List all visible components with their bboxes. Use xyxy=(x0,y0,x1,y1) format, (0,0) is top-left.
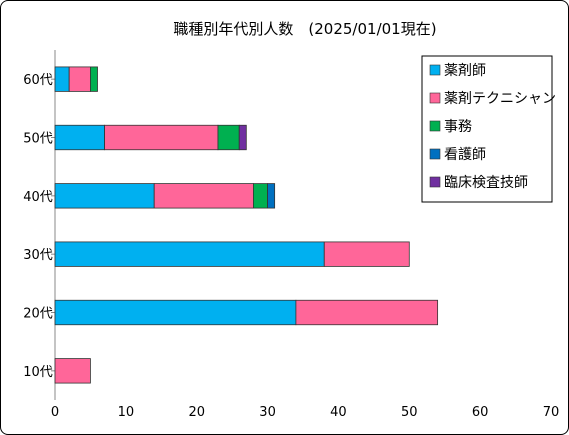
bar-segment xyxy=(68,66,91,92)
x-tick-label: 30 xyxy=(259,405,276,420)
axes: 0 10 20 30 40 50 60 70 60代 50代 40代 30代 20代 10代 xyxy=(23,50,559,420)
x-tick-label: 10 xyxy=(118,405,135,420)
y-tick-label: 50代 xyxy=(23,132,53,147)
bar-segment xyxy=(54,124,105,151)
legend-label: 臨床検査技師 xyxy=(444,175,528,191)
legend-swatch xyxy=(429,64,441,76)
bar-segment xyxy=(54,241,325,267)
chart-title: 職種別年代別人数 (2025/01/01現在) xyxy=(173,20,436,38)
legend-label: 薬剤テクニシャン xyxy=(444,91,556,107)
y-tick-label: 20代 xyxy=(23,307,53,322)
bar-segment xyxy=(54,66,70,92)
x-tick-label: 0 xyxy=(51,405,59,420)
x-tick-label: 20 xyxy=(188,405,205,420)
y-tick-label: 30代 xyxy=(23,248,53,263)
bars xyxy=(54,66,439,384)
y-tick-label: 40代 xyxy=(23,190,53,205)
bar-segment xyxy=(217,124,240,151)
legend-label: 事務 xyxy=(444,119,472,135)
bar-segment xyxy=(267,183,276,209)
x-tick-label: 50 xyxy=(401,405,418,420)
legend-box xyxy=(421,55,553,203)
y-tick-label: 10代 xyxy=(23,365,53,380)
bar-segment xyxy=(54,299,297,326)
bar-segment xyxy=(90,66,98,92)
x-tick-label: 60 xyxy=(472,405,489,420)
legend-swatch xyxy=(429,92,441,104)
bar-segment xyxy=(54,358,91,384)
bar-segment xyxy=(238,124,247,151)
bar-segment xyxy=(323,241,410,267)
y-tick-label: 60代 xyxy=(23,73,53,88)
legend-swatch xyxy=(429,120,441,132)
legend-label: 薬剤師 xyxy=(444,63,486,79)
legend-swatch xyxy=(429,148,441,160)
bar-segment xyxy=(295,299,439,326)
bar-segment xyxy=(104,124,219,151)
bar-segment xyxy=(252,183,268,209)
x-tick-label: 70 xyxy=(543,405,560,420)
bar-segment xyxy=(153,183,254,209)
x-tick-label: 40 xyxy=(330,405,347,420)
legend-swatch xyxy=(429,176,441,188)
bar-segment xyxy=(54,183,155,209)
legend-label: 看護師 xyxy=(444,147,486,163)
